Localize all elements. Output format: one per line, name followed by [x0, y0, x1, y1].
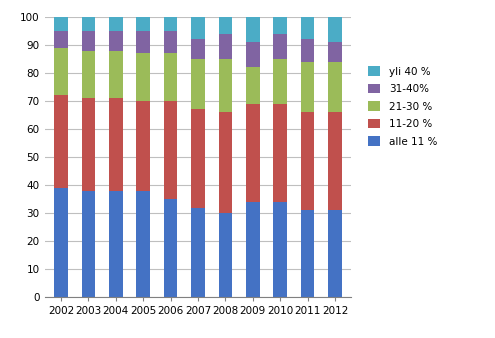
Bar	[54, 95, 68, 188]
Bar	[164, 199, 177, 297]
Bar	[136, 191, 150, 297]
Bar	[246, 67, 260, 104]
Bar	[328, 17, 342, 42]
Bar	[82, 31, 95, 51]
Bar	[246, 202, 260, 297]
Bar	[164, 17, 177, 31]
Bar	[273, 202, 287, 297]
Bar	[164, 53, 177, 101]
Bar	[191, 59, 205, 110]
Bar	[328, 42, 342, 62]
Bar	[273, 59, 287, 104]
Bar	[219, 17, 232, 34]
Bar	[219, 112, 232, 213]
Bar	[191, 208, 205, 297]
Bar	[273, 17, 287, 34]
Bar	[82, 51, 95, 98]
Bar	[136, 17, 150, 31]
Legend: yli 40 %, 31-40%, 21-30 %, 11-20 %, alle 11 %: yli 40 %, 31-40%, 21-30 %, 11-20 %, alle…	[366, 64, 439, 149]
Bar	[54, 17, 68, 31]
Bar	[246, 42, 260, 67]
Bar	[109, 98, 123, 191]
Bar	[301, 112, 314, 211]
Bar	[301, 17, 314, 39]
Bar	[54, 31, 68, 48]
Bar	[301, 62, 314, 112]
Bar	[246, 104, 260, 202]
Bar	[82, 98, 95, 191]
Bar	[109, 51, 123, 98]
Bar	[191, 110, 205, 208]
Bar	[136, 31, 150, 53]
Bar	[164, 31, 177, 53]
Bar	[219, 213, 232, 297]
Bar	[301, 211, 314, 297]
Bar	[82, 17, 95, 31]
Bar	[328, 211, 342, 297]
Bar	[164, 101, 177, 199]
Bar	[273, 104, 287, 202]
Bar	[136, 101, 150, 191]
Bar	[191, 39, 205, 59]
Bar	[273, 34, 287, 59]
Bar	[191, 17, 205, 39]
Bar	[109, 191, 123, 297]
Bar	[109, 17, 123, 31]
Bar	[54, 48, 68, 95]
Bar	[109, 31, 123, 51]
Bar	[301, 39, 314, 62]
Bar	[328, 62, 342, 112]
Bar	[246, 17, 260, 42]
Bar	[328, 112, 342, 211]
Bar	[136, 53, 150, 101]
Bar	[219, 59, 232, 112]
Bar	[219, 34, 232, 59]
Bar	[54, 188, 68, 297]
Bar	[82, 191, 95, 297]
